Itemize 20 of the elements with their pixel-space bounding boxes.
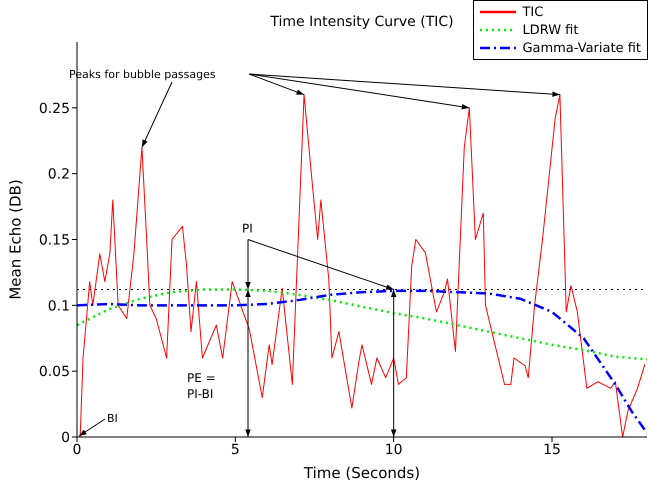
- annotation: BI: [107, 412, 118, 425]
- x-tick-label: 5: [230, 442, 240, 458]
- x-tick-label: 15: [543, 442, 561, 458]
- y-axis-title: Mean Echo (DB): [6, 179, 24, 300]
- y-tick-label: 0.2: [48, 166, 70, 183]
- y-tick-label: 0.05: [38, 364, 70, 380]
- x-tick-label: 0: [72, 442, 82, 458]
- annotation: PI: [242, 222, 253, 236]
- legend-label: LDRW fit: [522, 22, 578, 38]
- y-tick-label: 0: [61, 430, 70, 446]
- legend-label: Gamma-Variate fit: [522, 40, 641, 56]
- legend-label: TIC: [522, 4, 544, 20]
- y-tick-label: 0.15: [38, 232, 70, 248]
- annotation: PE = PI-BI: [187, 371, 216, 401]
- chart-title: Time Intensity Curve (TIC): [270, 14, 454, 30]
- y-tick-label: 0.25: [38, 100, 70, 117]
- x-axis-title: Time (Seconds): [302, 464, 420, 480]
- y-tick-label: 0.1: [48, 298, 70, 314]
- line-series: [77, 288, 647, 361]
- x-tick-label: 10: [384, 442, 403, 458]
